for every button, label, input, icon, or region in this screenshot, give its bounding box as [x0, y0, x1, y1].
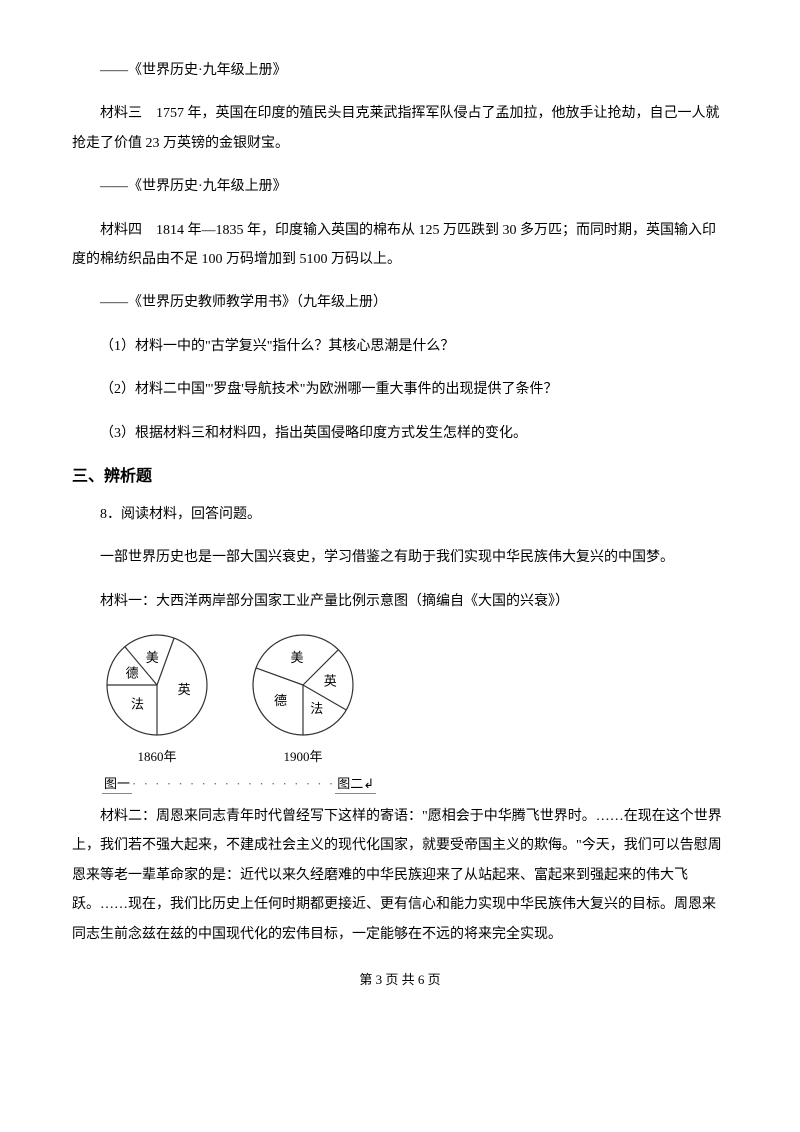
svg-text:法: 法 [131, 697, 144, 712]
material-3-text: 1757 年，英国在印度的殖民头目克莱武指挥军队侵占了孟加拉，他放手让抢劫，自己… [72, 106, 720, 150]
pie-1860-svg: 英 美德法 [102, 630, 212, 740]
svg-text:德: 德 [274, 693, 287, 708]
figure-label-row: 图一 · · · · · · · · · · · · · · · · · · 图… [102, 773, 728, 794]
source-citation-2: ——《世界历史·九年级上册》 [72, 172, 728, 201]
material-4-text: 1814 年—1835 年，印度输入英国的棉布从 125 万匹跌到 30 多万匹… [72, 223, 716, 267]
page-footer: 第 3 页 共 6 页 [72, 969, 728, 988]
figure-1-label: 图一 [102, 773, 132, 794]
material-3: 材料三 1757 年，英国在印度的殖民头目克莱武指挥军队侵占了孟加拉，他放手让抢… [72, 99, 728, 158]
pie-chart-1860: 英 美德法 1860年 [102, 630, 212, 765]
pie-chart-1900: 英法 德 美 1900年 [248, 630, 358, 765]
page-container: ——《世界历史·九年级上册》 材料三 1757 年，英国在印度的殖民头目克莱武指… [0, 0, 800, 1028]
chart-block: 英美德法 1860年 英法德美 1900年 图一 · · · · · · · ·… [102, 630, 728, 794]
figure-2-label: 图二↲ [335, 773, 376, 794]
material-4: 材料四 1814 年—1835 年，印度输入英国的棉布从 125 万匹跌到 30… [72, 216, 728, 275]
pie-1900-svg: 英法 德 美 [248, 630, 358, 740]
svg-text:英: 英 [178, 682, 191, 697]
section-heading-3: 三、辨析题 [72, 462, 728, 486]
source-citation-1: ——《世界历史·九年级上册》 [72, 56, 728, 85]
question-1: （1）材料一中的"古学复兴"指什么？其核心思潮是什么？ [72, 332, 728, 361]
intro-line: 一部世界历史也是一部大国兴衰史，学习借鉴之有助于我们实现中华民族伟大复兴的中国梦… [72, 543, 728, 572]
question-8: 8．阅读材料，回答问题。 [72, 500, 728, 529]
material-1-line: 材料一：大西洋两岸部分国家工业产量比例示意图（摘编自《大国的兴衰》） [72, 587, 728, 616]
dots-spacer: · · · · · · · · · · · · · · · · · · [132, 776, 335, 792]
question-3: （3）根据材料三和材料四，指出英国侵略印度方式发生怎样的变化。 [72, 419, 728, 448]
material-4-label: 材料四 [100, 223, 142, 238]
svg-text:英: 英 [324, 673, 337, 688]
svg-text:美: 美 [291, 650, 304, 665]
svg-text:法: 法 [310, 701, 323, 716]
chart-row: 英美德法 1860年 英法德美 1900年 [102, 630, 728, 765]
source-citation-3: ——《世界历史教师教学用书》（九年级上册） [72, 288, 728, 317]
pie-1860-caption: 1860年 [137, 746, 176, 765]
pie-1900-caption: 1900年 [283, 746, 322, 765]
question-2: （2）材料二中国"'罗盘'导航技术"为欧洲哪一重大事件的出现提供了条件？ [72, 375, 728, 404]
material-2-text: 材料二：周恩来同志青年时代曾经写下这样的寄语："愿相会于中华腾飞世界时。……在现… [72, 802, 728, 949]
svg-text:美: 美 [146, 650, 159, 665]
svg-text:德: 德 [126, 665, 139, 680]
material-3-label: 材料三 [100, 106, 142, 121]
